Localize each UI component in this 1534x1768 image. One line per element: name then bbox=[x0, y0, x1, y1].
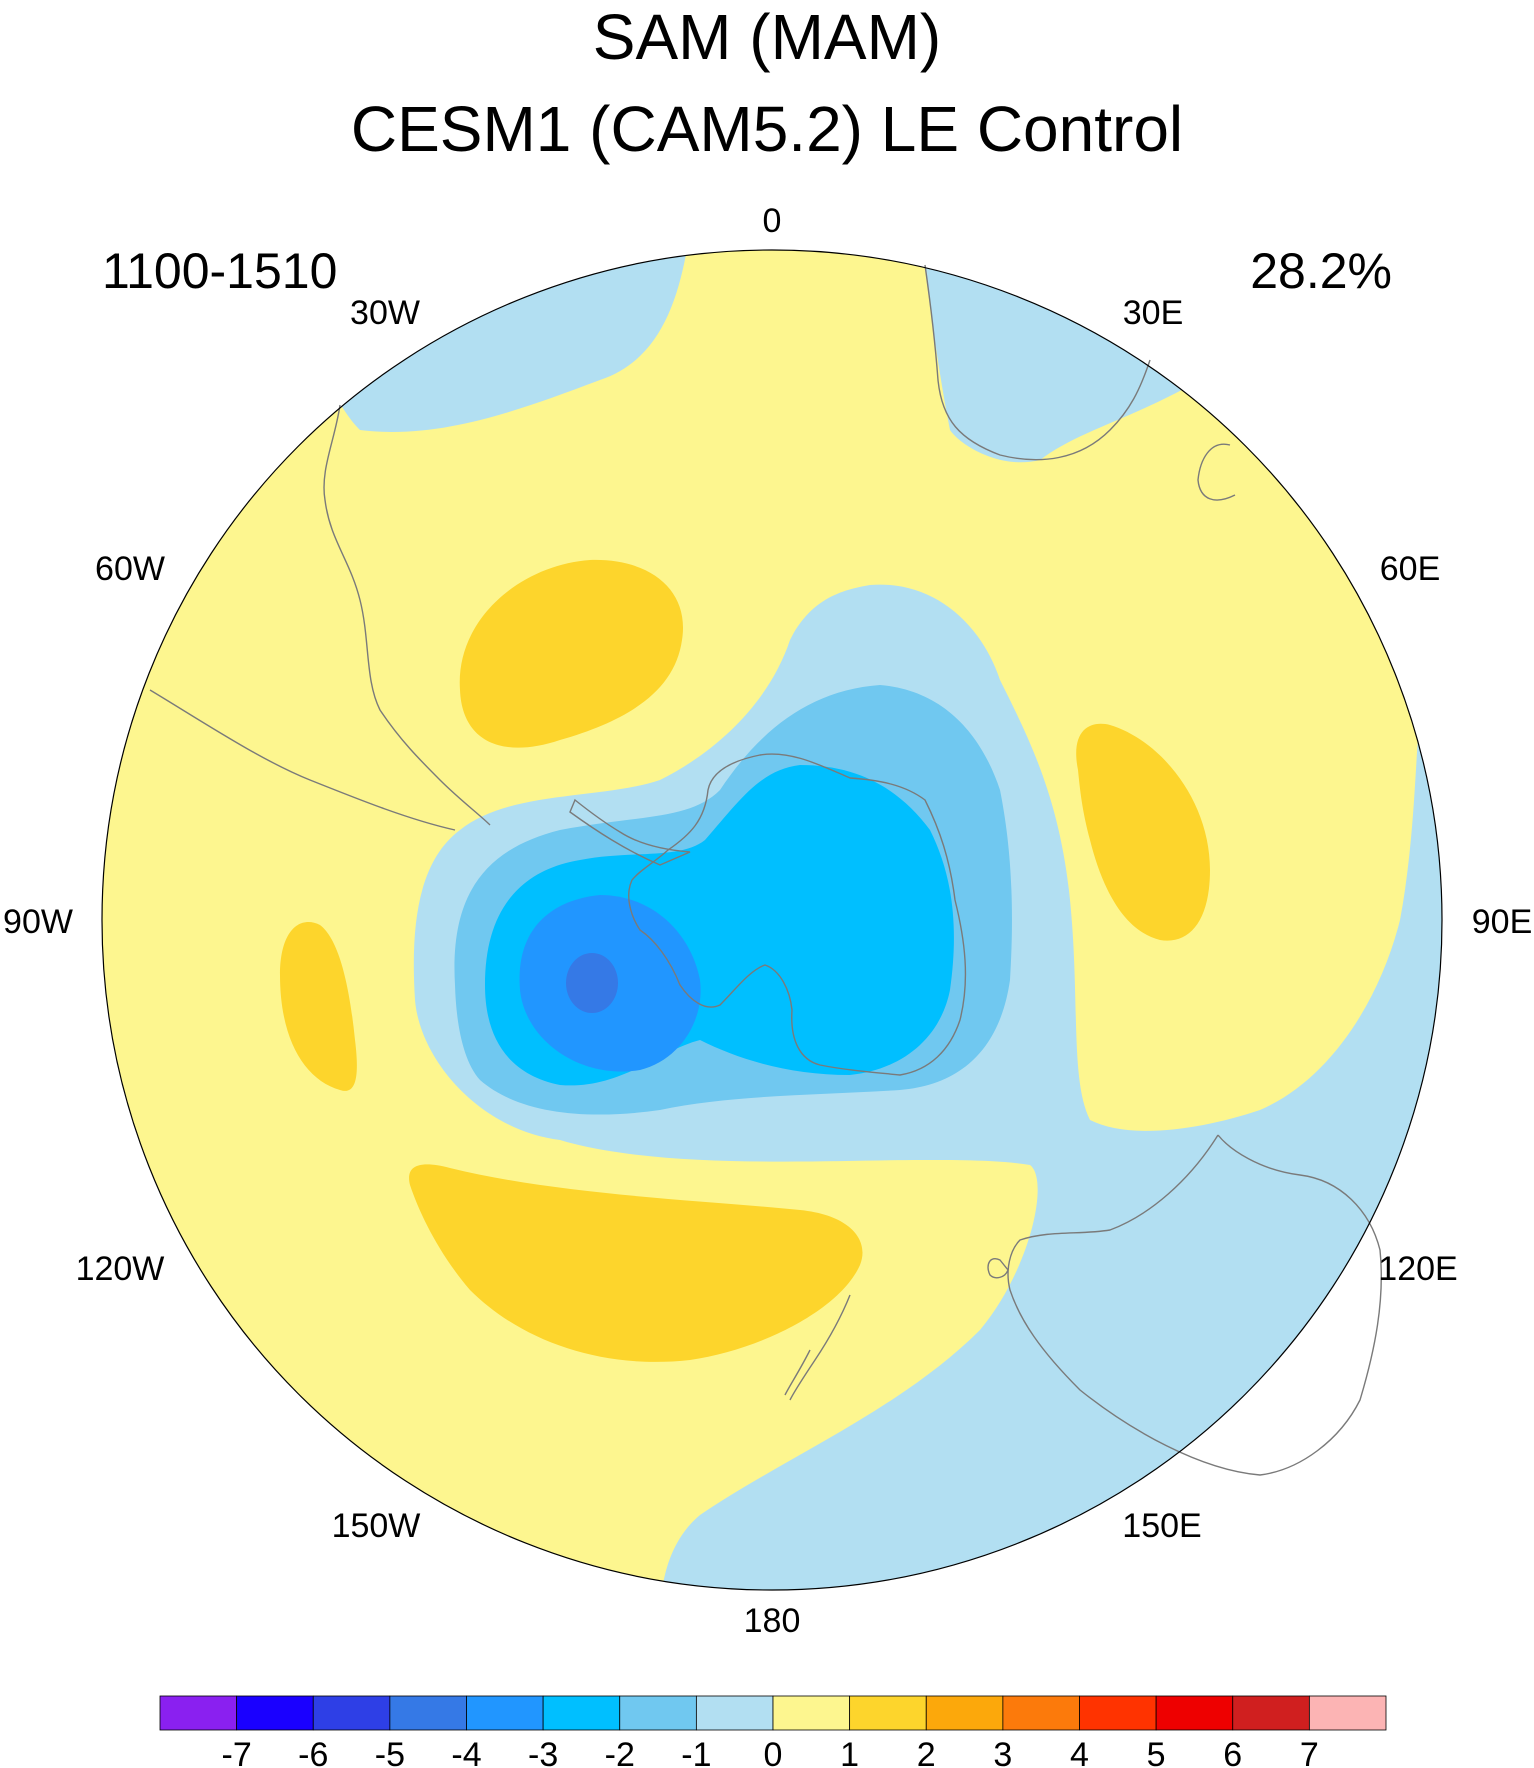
colorbar-swatch bbox=[1308, 1695, 1387, 1731]
colorbar-tick-label: 7 bbox=[1300, 1736, 1319, 1768]
colorbar-tick-label: 5 bbox=[1147, 1736, 1166, 1768]
colorbar-tick-label: 3 bbox=[993, 1736, 1012, 1768]
colorbar-swatch bbox=[925, 1695, 1004, 1731]
colorbar-swatch bbox=[849, 1695, 927, 1731]
lon-label-90w: 90W bbox=[3, 903, 73, 941]
lon-label-60e: 60E bbox=[1380, 550, 1441, 588]
colorbar-tick-label: 4 bbox=[1070, 1736, 1089, 1768]
colorbar-tick-label: -4 bbox=[451, 1736, 481, 1768]
new-zealand-coast bbox=[784, 1294, 851, 1401]
lon-label-180: 180 bbox=[744, 1602, 801, 1640]
lon-label-60w: 60W bbox=[95, 550, 165, 588]
contour-pos2-south-atlantic bbox=[459, 559, 684, 748]
colorbar-swatch bbox=[159, 1695, 238, 1731]
colorbar-swatch bbox=[312, 1695, 391, 1731]
colorbar-swatch bbox=[695, 1695, 774, 1731]
colorbar-swatch bbox=[1002, 1695, 1080, 1731]
colorbar-swatch bbox=[1155, 1695, 1234, 1731]
lon-label-150w: 150W bbox=[332, 1507, 421, 1545]
colorbar-swatch bbox=[236, 1695, 314, 1731]
colorbar-swatch bbox=[389, 1695, 467, 1731]
colorbar-tick-label: -5 bbox=[375, 1736, 405, 1768]
africa-coast bbox=[924, 264, 1151, 461]
map-boundary bbox=[101, 249, 1443, 1591]
map-subtitle: CESM1 (CAM5.2) LE Control bbox=[350, 93, 1184, 165]
australia-coast bbox=[1007, 1134, 1382, 1476]
colorbar-tick-label: 2 bbox=[917, 1736, 936, 1768]
colorbar-tick-label: -3 bbox=[528, 1736, 558, 1768]
south-america-coast bbox=[323, 404, 491, 826]
contour-neg5 bbox=[566, 953, 618, 1013]
lon-label-150e: 150E bbox=[1122, 1507, 1201, 1545]
south-america-west-coast bbox=[149, 689, 456, 831]
variance-explained-label: 28.2% bbox=[1250, 243, 1392, 299]
lon-label-0: 0 bbox=[763, 202, 782, 240]
contour-pos2-indian bbox=[1076, 723, 1210, 941]
colorbar-tick-label: 6 bbox=[1223, 1736, 1242, 1768]
longitude-labels: 0 30E 60E 90E 120E 150E 180 150W 120W 90… bbox=[3, 202, 1532, 1640]
colorbar-swatch bbox=[1079, 1695, 1157, 1731]
map-title: SAM (MAM) bbox=[592, 1, 942, 73]
madagascar-coast bbox=[1197, 443, 1236, 501]
colorbar-labels: -7 -6 -5 -4 -3 -2 -1 0 1 2 3 4 5 6 7 bbox=[222, 1736, 1319, 1768]
antarctica-coast bbox=[628, 753, 967, 1076]
colorbar-tick-label: 1 bbox=[840, 1736, 859, 1768]
colorbar-swatch bbox=[619, 1695, 697, 1731]
lon-label-120e: 120E bbox=[1378, 1250, 1457, 1288]
colorbar-tick-label: -1 bbox=[681, 1736, 711, 1768]
colorbar-swatch bbox=[772, 1695, 851, 1731]
lon-label-30w: 30W bbox=[350, 294, 420, 332]
colorbar-tick-label: -7 bbox=[222, 1736, 252, 1768]
antarctic-peninsula-coast bbox=[569, 798, 691, 866]
lon-label-90e: 90E bbox=[1472, 903, 1533, 941]
lon-label-30e: 30E bbox=[1123, 294, 1184, 332]
tasmania-coast bbox=[987, 1258, 1009, 1279]
colorbar-tick-label: 0 bbox=[764, 1736, 783, 1768]
colorbar-swatch bbox=[1232, 1695, 1310, 1731]
contour-pos2-pacific-south bbox=[409, 1164, 863, 1362]
coastlines bbox=[149, 264, 1382, 1476]
lon-label-120w: 120W bbox=[76, 1250, 165, 1288]
contour-pos2-pacific-east bbox=[280, 922, 357, 1091]
colorbar-tick-label: -2 bbox=[605, 1736, 635, 1768]
colorbar bbox=[159, 1695, 1387, 1731]
period-label: 1100-1510 bbox=[102, 243, 338, 299]
colorbar-tick-label: -6 bbox=[298, 1736, 328, 1768]
colorbar-swatch bbox=[466, 1695, 544, 1731]
colorbar-swatch bbox=[542, 1695, 621, 1731]
